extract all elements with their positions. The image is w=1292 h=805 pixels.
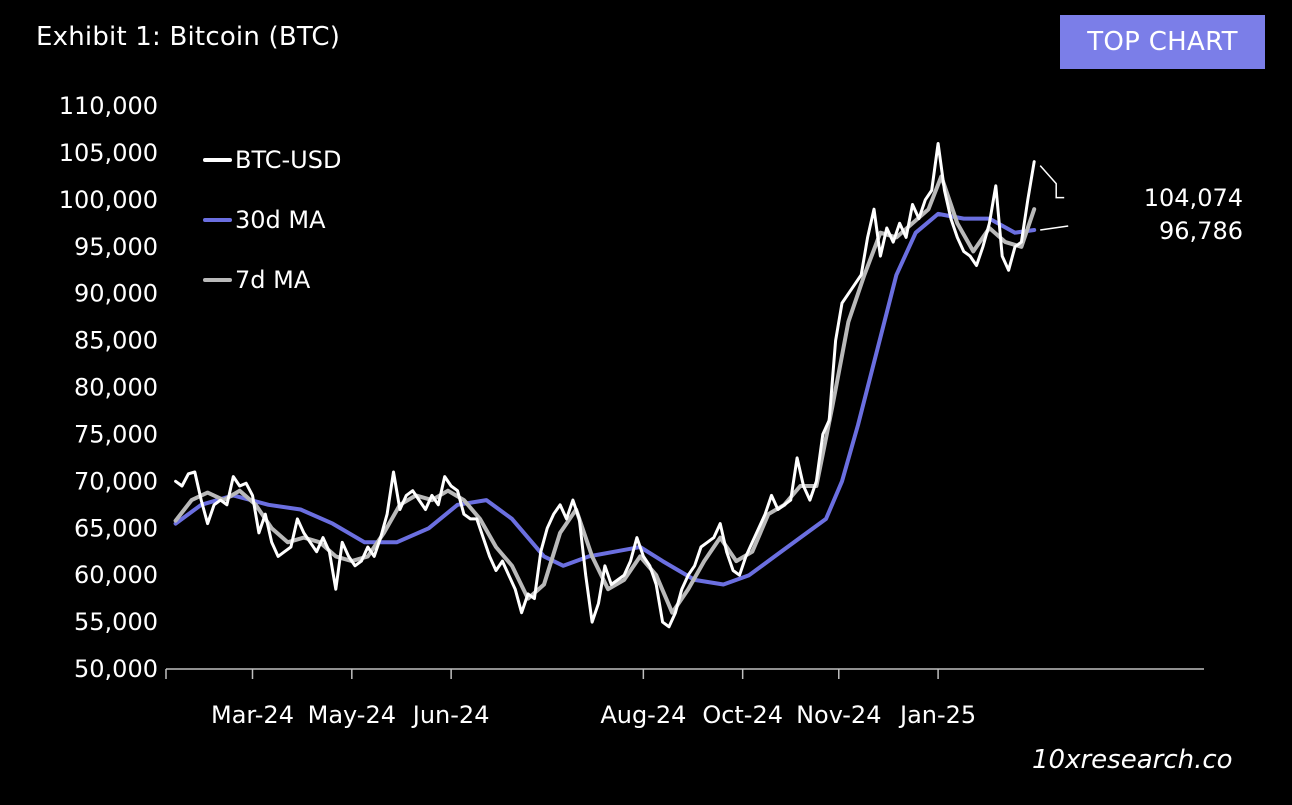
y-tick-label: 70,000	[74, 467, 158, 495]
y-tick-label: 100,000	[59, 186, 158, 214]
x-tick-label: Aug-24	[600, 701, 686, 729]
legend: BTC-USD 30d MA 7d MA	[203, 146, 341, 294]
annotations: 104,074 96,786	[1039, 165, 1243, 245]
x-tick-label: Mar-24	[211, 701, 294, 729]
y-tick-label: 75,000	[74, 420, 158, 448]
y-tick-label: 65,000	[74, 514, 158, 542]
annotation-leader-btc	[1039, 165, 1065, 199]
y-axis-ticks: 50,000 55,000 60,000 65,000 70,000 75,000 80,0…	[59, 92, 158, 683]
y-tick-label: 50,000	[74, 655, 158, 683]
y-tick-label: 95,000	[74, 233, 158, 261]
source-watermark: 10xresearch.co	[1032, 745, 1233, 775]
y-tick-label: 80,000	[74, 374, 158, 402]
x-tick-label: Oct-24	[702, 701, 783, 729]
legend-label: 30d MA	[235, 206, 326, 234]
x-tick-label: Nov-24	[796, 701, 881, 729]
y-tick-label: 55,000	[74, 608, 158, 636]
annotation-leader-ma	[1040, 225, 1069, 231]
chart-title: Exhibit 1: Bitcoin (BTC)	[36, 22, 341, 52]
series-line-btc-usd	[174, 142, 1036, 629]
y-tick-label: 105,000	[59, 139, 158, 167]
x-tick-label: May-24	[308, 701, 396, 729]
y-tick-label: 60,000	[74, 561, 158, 589]
series-line-30d-ma	[173, 211, 1037, 587]
annotation-ma-value: 96,786	[1159, 217, 1243, 245]
x-axis: Mar-24 May-24 Jun-24 Aug-24 Oct-24 Nov-24 Jan-…	[165, 668, 1204, 729]
series-line-7d-ma	[173, 174, 1037, 615]
x-tick-label: Jun-24	[411, 701, 490, 729]
y-tick-label: 85,000	[74, 327, 158, 355]
legend-label: 7d MA	[235, 266, 311, 294]
top-chart-badge: TOP CHART	[1060, 15, 1265, 69]
y-tick-label: 110,000	[59, 92, 158, 120]
annotation-btc-value: 104,074	[1144, 184, 1243, 212]
series-layer	[173, 142, 1037, 629]
y-tick-label: 90,000	[74, 280, 158, 308]
legend-label: BTC-USD	[235, 146, 341, 174]
x-tick-label: Jan-25	[898, 701, 976, 729]
